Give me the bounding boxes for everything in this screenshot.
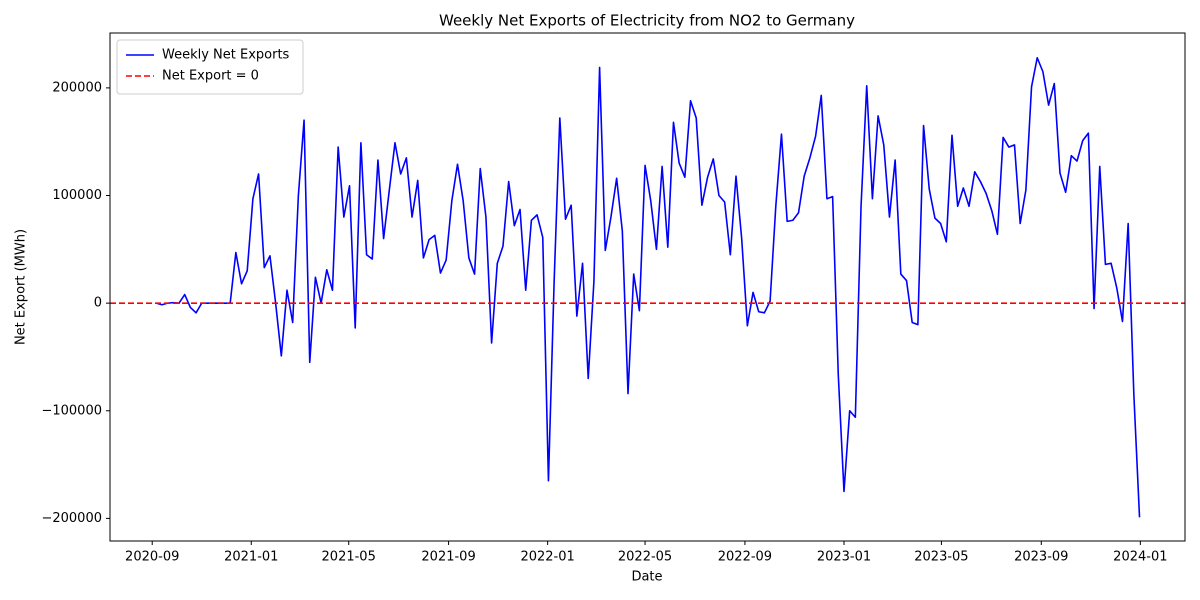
y-tick-label: −200000 (41, 511, 102, 526)
legend-box (116, 39, 304, 95)
x-tick-label: 2022-01 (520, 550, 574, 565)
x-tick-label: 2023-09 (1014, 550, 1068, 565)
legend-label: Net Export = 0 (162, 69, 259, 84)
x-tick-label: 2020-09 (125, 550, 179, 565)
x-tick-label: 2021-09 (421, 550, 475, 565)
x-tick-label: 2023-01 (817, 550, 871, 565)
y-tick-label: −100000 (41, 403, 102, 418)
legend-label: Weekly Net Exports (162, 48, 290, 63)
x-axis-label: Date (631, 570, 662, 585)
x-tick-label: 2022-05 (618, 550, 672, 565)
y-tick-label: 100000 (52, 188, 102, 203)
y-tick-label: 200000 (52, 80, 102, 95)
x-tick-label: 2022-09 (718, 550, 772, 565)
x-tick-label: 2021-01 (224, 550, 278, 565)
y-axis-label: Net Export (MWh) (14, 229, 29, 345)
x-tick-label: 2023-05 (914, 550, 968, 565)
plot-frame (109, 32, 1186, 542)
data-line (156, 56, 1141, 518)
x-tick-label: 2024-01 (1113, 550, 1167, 565)
chart-title: Weekly Net Exports of Electricity from N… (439, 12, 855, 30)
x-tick-label: 2021-05 (322, 550, 376, 565)
y-tick-label: 0 (94, 296, 102, 311)
